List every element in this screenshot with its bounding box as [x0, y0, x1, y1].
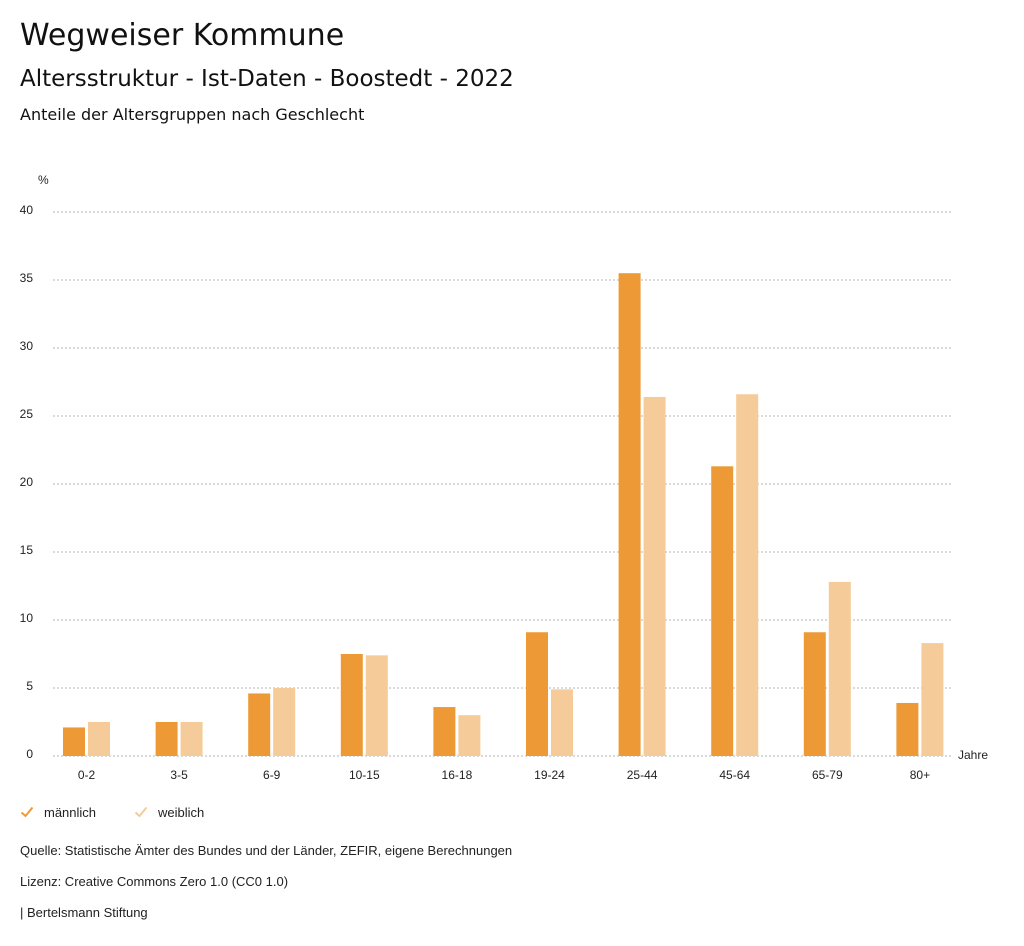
chart-subtitle: Altersstruktur - Ist-Daten - Boostedt - … [20, 66, 514, 92]
bar-weiblich-3-5[interactable] [180, 722, 203, 756]
bar-weiblich-6-9[interactable] [273, 688, 296, 756]
legend: männlich weiblich [20, 802, 242, 822]
bar-maennlich-45-64[interactable] [711, 466, 734, 756]
y-axis-label: % [38, 173, 49, 187]
bar-weiblich-25-44[interactable] [643, 396, 666, 756]
y-tick-label: 0 [26, 747, 33, 761]
bar-weiblich-19-24[interactable] [551, 689, 573, 756]
x-tick-label: 16-18 [442, 768, 473, 782]
bar-maennlich-19-24[interactable] [526, 632, 548, 756]
x-tick-label: 65-79 [812, 768, 843, 782]
bar-maennlich-10-15[interactable] [340, 654, 363, 756]
chart-caption: Anteile der Altersgruppen nach Geschlech… [20, 105, 365, 124]
x-tick-label: 6-9 [263, 768, 281, 782]
bar-maennlich-80+[interactable] [896, 702, 919, 756]
bar-weiblich-0-2[interactable] [88, 722, 110, 756]
y-tick-label: 5 [26, 679, 33, 693]
bar-chart: 0 5 10 15 20 25 30 35 40 0-2 3-5 6-9 10-15 16-18 19-2… [20, 173, 989, 782]
y-tick-label: 40 [20, 203, 34, 217]
y-tick-label: 20 [20, 475, 34, 489]
check-icon [20, 806, 34, 818]
bar-maennlich-6-9[interactable] [248, 693, 271, 756]
y-tick-label: 25 [20, 407, 34, 421]
bar-weiblich-45-64[interactable] [736, 394, 759, 756]
publisher-note: | Bertelsmann Stiftung [20, 905, 148, 920]
x-tick-label: 0-2 [78, 768, 96, 782]
grid-layer: 0 5 10 15 20 25 30 35 40 [20, 203, 952, 761]
bar-maennlich-3-5[interactable] [155, 722, 178, 756]
x-tick-label: 10-15 [349, 768, 380, 782]
legend-item-maennlich[interactable]: männlich [20, 805, 96, 820]
page-title: Wegweiser Kommune [20, 18, 345, 53]
bar-weiblich-10-15[interactable] [365, 655, 388, 756]
bar-weiblich-16-18[interactable] [458, 715, 481, 756]
legend-item-weiblich[interactable]: weiblich [134, 805, 204, 820]
license-note: Lizenz: Creative Commons Zero 1.0 (CC0 1… [20, 874, 289, 889]
x-tick-label: 25-44 [627, 768, 658, 782]
bar-maennlich-16-18[interactable] [433, 707, 456, 756]
check-icon [134, 806, 148, 818]
bar-weiblich-65-79[interactable] [828, 581, 851, 756]
y-tick-label: 10 [20, 611, 34, 625]
bar-maennlich-25-44[interactable] [618, 273, 641, 756]
x-axis-label: Jahre [958, 748, 988, 762]
bar-maennlich-0-2[interactable] [63, 727, 85, 756]
y-tick-label: 30 [20, 339, 34, 353]
bars-layer [63, 273, 944, 756]
x-tick-label: 19-24 [534, 768, 565, 782]
bar-weiblich-80+[interactable] [921, 643, 944, 756]
labels-layer: 0-2 3-5 6-9 10-15 16-18 19-24 25-44 45-64 65-79 8… [78, 768, 930, 782]
legend-label: weiblich [158, 804, 205, 820]
x-tick-label: 80+ [910, 768, 930, 782]
y-tick-label: 15 [20, 543, 34, 557]
x-tick-label: 45-64 [719, 768, 750, 782]
source-note: Quelle: Statistische Ämter des Bundes un… [20, 843, 513, 858]
legend-label: männlich [44, 804, 97, 820]
y-tick-label: 35 [20, 271, 34, 285]
x-tick-label: 3-5 [170, 768, 188, 782]
bar-maennlich-65-79[interactable] [803, 632, 826, 756]
